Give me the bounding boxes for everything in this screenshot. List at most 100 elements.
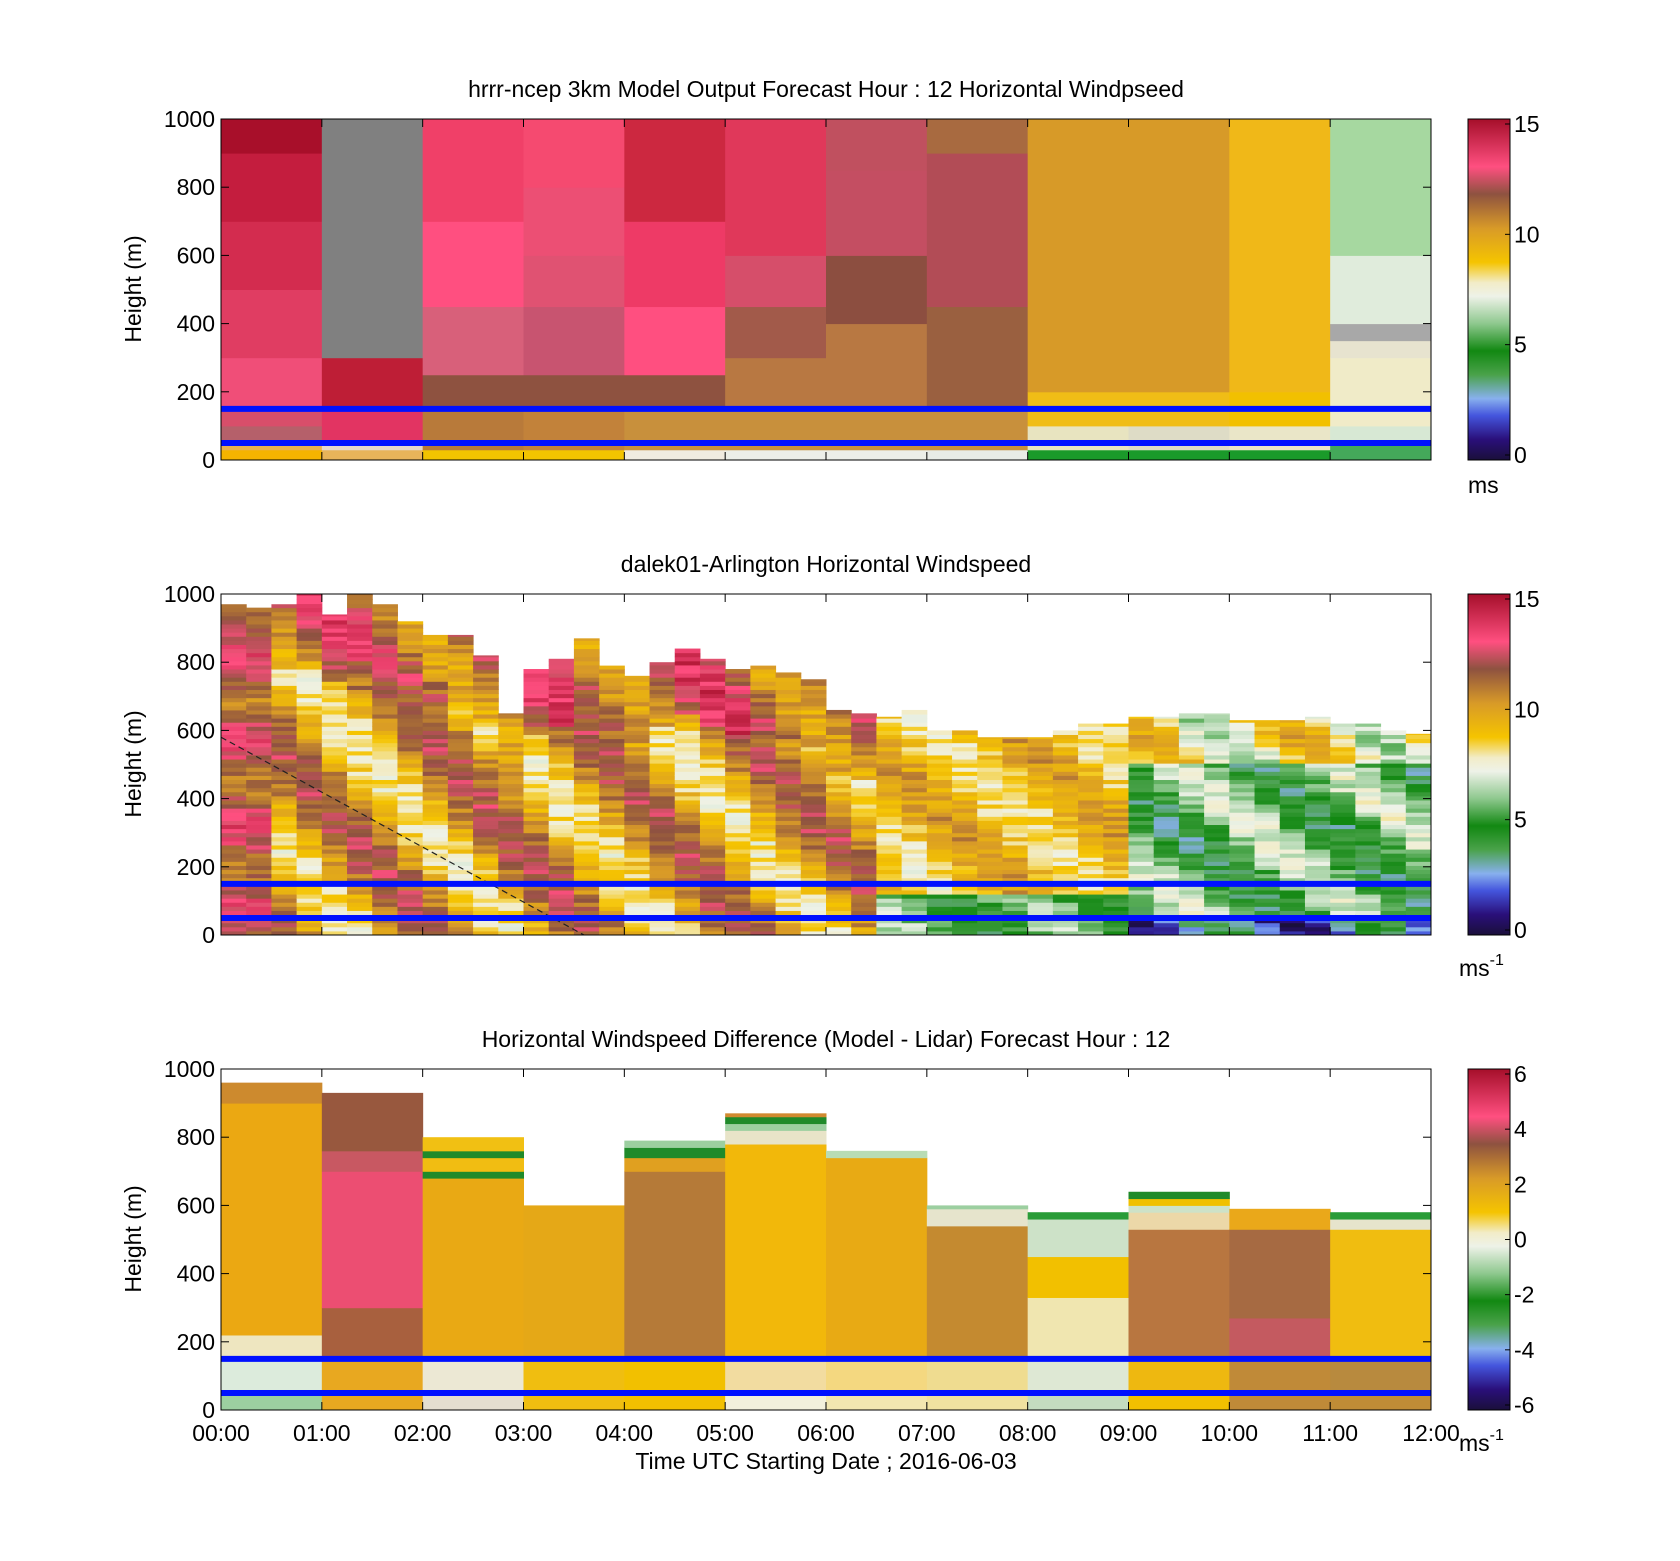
heatmap-cell <box>397 730 424 735</box>
heatmap-cell <box>397 779 424 785</box>
heatmap-cell <box>649 738 676 744</box>
heatmap-cell <box>1153 718 1180 723</box>
heatmap-cell <box>271 926 298 932</box>
heatmap-cell <box>674 922 701 928</box>
heatmap-cell <box>221 902 247 907</box>
heatmap-cell <box>725 1392 827 1410</box>
heatmap-cell <box>1052 730 1079 735</box>
heatmap-cell <box>473 689 499 695</box>
heatmap-cell <box>826 750 852 756</box>
heatmap-cell <box>573 885 600 891</box>
heatmap-cell <box>523 754 550 760</box>
heatmap-cell <box>397 664 424 670</box>
heatmap-cell <box>952 861 978 866</box>
heatmap-cell <box>624 910 651 916</box>
heatmap-cell <box>221 628 247 633</box>
heatmap-cell <box>977 754 1003 760</box>
heatmap-cell <box>321 795 348 801</box>
heatmap-cell <box>271 754 298 760</box>
heatmap-cell <box>1178 795 1205 801</box>
heatmap-cell <box>372 644 398 650</box>
heatmap-cell <box>1002 894 1029 899</box>
heatmap-cell <box>1405 894 1431 899</box>
heatmap-cell <box>1078 787 1104 793</box>
heatmap-cell <box>372 604 398 609</box>
heatmap-cell <box>523 926 550 932</box>
heatmap-cell <box>599 795 625 801</box>
heatmap-cell <box>1380 877 1407 883</box>
heatmap-cell <box>321 812 348 817</box>
heatmap-cell <box>321 681 348 686</box>
heatmap-cell <box>347 742 373 748</box>
heatmap-cell <box>1355 767 1382 772</box>
heatmap-cell <box>498 746 524 752</box>
heatmap-cell <box>447 714 474 719</box>
heatmap-cell <box>397 771 424 776</box>
heatmap-cell <box>347 844 373 850</box>
heatmap-cell <box>624 714 651 719</box>
heatmap-cell <box>447 738 474 744</box>
heatmap-cell <box>221 685 247 690</box>
heatmap-cell <box>1330 730 1356 735</box>
y-tick-label: 600 <box>177 1192 215 1218</box>
heatmap-cell <box>1304 828 1331 834</box>
heatmap-cell <box>750 759 777 764</box>
heatmap-cell <box>271 632 298 637</box>
heatmap-cell <box>699 722 726 727</box>
heatmap-cell <box>1330 791 1356 797</box>
heatmap-cell <box>926 840 953 846</box>
heatmap-cell <box>926 734 953 740</box>
heatmap-cell <box>523 902 550 907</box>
heatmap-cell <box>699 910 726 916</box>
heatmap-cell <box>221 709 247 715</box>
model-x-ticks <box>220 119 1432 460</box>
heatmap-cell <box>422 799 449 805</box>
heatmap-cell <box>750 693 777 699</box>
heatmap-cell <box>725 726 751 731</box>
heatmap-cell <box>901 726 928 731</box>
heatmap-cell <box>1380 885 1407 891</box>
heatmap-cell <box>1355 820 1382 826</box>
heatmap-cell <box>977 737 1003 740</box>
heatmap-cell <box>876 906 903 911</box>
heatmap-cell <box>599 669 625 674</box>
heatmap-cell <box>1002 737 1029 740</box>
heatmap-cell <box>1229 742 1256 748</box>
heatmap-cell <box>750 738 777 744</box>
heatmap-cell <box>800 865 827 871</box>
heatmap-cell <box>1229 898 1256 903</box>
heatmap-cell <box>372 910 398 916</box>
heatmap-cell <box>397 624 424 629</box>
heatmap-cell <box>851 787 877 793</box>
heatmap-cell <box>221 857 247 862</box>
heatmap-cell <box>1405 812 1431 817</box>
heatmap-cell <box>599 771 625 776</box>
heatmap-cell <box>372 820 398 826</box>
heatmap-cell <box>1330 832 1356 838</box>
heatmap-cell <box>1078 816 1104 821</box>
heatmap-cell <box>599 922 625 928</box>
heatmap-cell <box>1052 816 1079 821</box>
heatmap-cell <box>725 759 751 764</box>
heatmap-cell <box>1178 853 1205 858</box>
y-tick-label: 400 <box>177 311 215 337</box>
heatmap-cell <box>599 746 625 752</box>
heatmap-cell <box>1103 844 1129 850</box>
heatmap-cell <box>826 738 852 744</box>
heatmap-cell <box>851 922 877 928</box>
heatmap-cell <box>523 877 550 883</box>
heatmap-cell <box>1052 906 1079 911</box>
heatmap-cell <box>1304 865 1331 871</box>
heatmap-cell <box>1330 726 1356 731</box>
heatmap-cell <box>826 771 852 776</box>
heatmap-cell <box>674 673 701 678</box>
heatmap-cell <box>573 664 600 670</box>
heatmap-cell <box>1027 425 1129 451</box>
heatmap-cell <box>901 873 928 879</box>
heatmap-cell <box>523 799 550 805</box>
heatmap-cell <box>397 795 424 801</box>
heatmap-cell <box>347 664 373 670</box>
heatmap-cell <box>397 832 424 838</box>
heatmap-cell <box>1078 730 1104 735</box>
